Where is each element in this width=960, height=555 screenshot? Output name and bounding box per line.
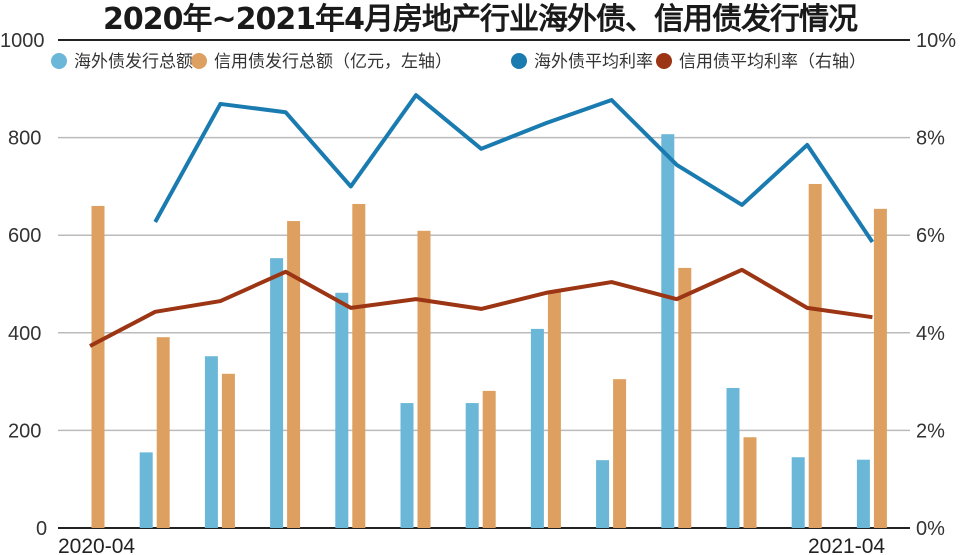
right-tick-label: 10%	[916, 30, 956, 52]
right-tick-label: 4%	[916, 323, 945, 345]
legend-label: 信用债平均利率（右轴）	[679, 52, 866, 72]
line-series	[153, 93, 875, 244]
x-tick-label: 2021-04	[808, 535, 885, 555]
right-tick-label: 2%	[916, 420, 945, 442]
bar	[613, 379, 627, 528]
legend-marker	[656, 53, 672, 69]
legend-label: 海外债平均利率	[534, 52, 653, 72]
bar	[678, 267, 692, 528]
bar	[221, 373, 235, 528]
right-tick-label: 8%	[916, 128, 945, 150]
bar	[204, 356, 218, 528]
bar	[596, 460, 610, 528]
bar	[400, 403, 414, 528]
bar	[287, 221, 301, 528]
legend-marker	[511, 53, 527, 69]
right-tick-label: 0%	[916, 518, 945, 540]
bar	[156, 337, 170, 528]
bar	[791, 457, 805, 528]
left-tick-label: 0	[36, 518, 47, 540]
x-tick-label: 2020-04	[58, 535, 135, 555]
bar	[726, 387, 740, 528]
legend-marker	[51, 53, 67, 69]
line-series	[89, 267, 873, 348]
left-tick-label: 1000	[0, 30, 45, 52]
bar	[856, 459, 870, 528]
bar	[139, 452, 153, 528]
right-tick-label: 6%	[916, 225, 945, 247]
bar	[873, 208, 887, 528]
legend-marker	[191, 53, 207, 69]
left-tick-label: 400	[8, 323, 41, 345]
left-tick-label: 600	[8, 225, 41, 247]
bar	[530, 328, 544, 528]
bar	[661, 134, 675, 528]
bar	[547, 290, 561, 528]
bar	[335, 292, 349, 528]
chart-title: 2020年~2021年4月房地产行业海外债、信用债发行情况	[102, 2, 858, 37]
bar	[270, 258, 284, 528]
bar	[465, 403, 479, 528]
bar	[352, 203, 366, 528]
legend-label: 信用债发行总额（亿元，左轴）	[214, 52, 452, 72]
left-tick-label: 200	[8, 420, 41, 442]
bar	[808, 183, 822, 528]
legend-label: 海外债发行总额	[74, 52, 193, 72]
left-tick-label: 800	[8, 128, 41, 150]
bar	[417, 230, 431, 529]
bar	[743, 437, 757, 528]
bar	[91, 205, 105, 529]
bar	[482, 390, 496, 528]
